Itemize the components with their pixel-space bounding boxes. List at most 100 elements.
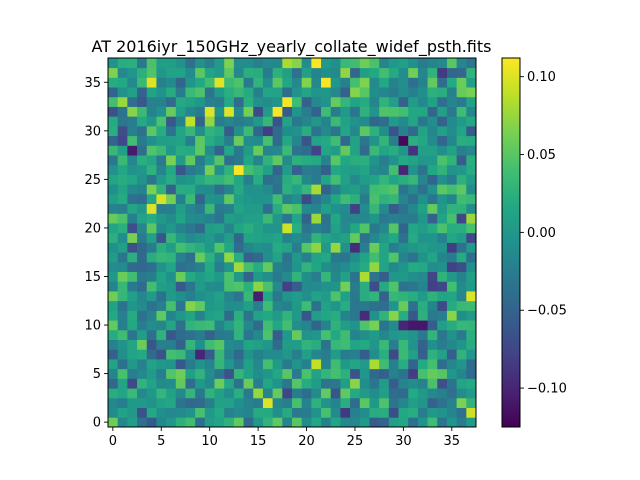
heatmap-cell xyxy=(117,116,128,127)
heatmap-cell xyxy=(359,310,370,321)
y-tick-label: 30 xyxy=(84,124,101,139)
heatmap-cell xyxy=(301,261,312,273)
heatmap-cell xyxy=(185,125,196,137)
heatmap-cell xyxy=(408,359,419,370)
heatmap-cell xyxy=(369,58,380,69)
heatmap-cell xyxy=(175,378,186,389)
heatmap-cell xyxy=(398,349,409,360)
heatmap-cell xyxy=(224,417,235,428)
heatmap-cell xyxy=(137,174,148,185)
heatmap-cell xyxy=(379,261,390,273)
heatmap-cell xyxy=(456,184,467,195)
heatmap-cell xyxy=(127,184,138,195)
heatmap-cell xyxy=(398,252,409,263)
heatmap-cell xyxy=(127,106,138,117)
heatmap-cell xyxy=(359,77,370,88)
heatmap-cell xyxy=(204,213,215,224)
heatmap-cell xyxy=(369,271,380,282)
heatmap-cell xyxy=(166,164,177,175)
heatmap-cell xyxy=(214,329,225,340)
heatmap-cell xyxy=(272,232,283,243)
heatmap-cell xyxy=(398,300,409,311)
heatmap-cell xyxy=(466,388,477,399)
heatmap-cell xyxy=(272,184,283,195)
heatmap-cell xyxy=(321,58,332,69)
heatmap-cell xyxy=(408,125,419,137)
heatmap-cell xyxy=(417,417,428,428)
heatmap-cell xyxy=(272,193,283,205)
heatmap-cell xyxy=(185,193,196,205)
heatmap-cell xyxy=(166,67,177,78)
heatmap-cell xyxy=(437,368,448,379)
heatmap-cell xyxy=(437,242,448,253)
heatmap-cell xyxy=(262,125,274,137)
heatmap-cell xyxy=(330,281,341,292)
heatmap-cell xyxy=(379,213,390,224)
heatmap-cell xyxy=(301,291,312,302)
heatmap-cell xyxy=(388,407,399,418)
heatmap-cell xyxy=(127,271,138,282)
heatmap-cell xyxy=(253,116,264,127)
heatmap-cell xyxy=(108,223,119,234)
heatmap-cell xyxy=(408,145,419,156)
heatmap-cell xyxy=(175,349,186,360)
heatmap-cell xyxy=(340,232,351,243)
heatmap-cell xyxy=(446,125,458,137)
heatmap-cell xyxy=(456,407,467,418)
heatmap-cell xyxy=(243,223,254,234)
heatmap-cell xyxy=(456,368,467,379)
heatmap-cell xyxy=(340,125,351,137)
heatmap-cell xyxy=(437,252,448,263)
heatmap-cell xyxy=(137,193,148,205)
heatmap-cell xyxy=(243,329,254,340)
heatmap-cell xyxy=(262,232,274,243)
heatmap-cell xyxy=(253,106,264,117)
heatmap-cell xyxy=(292,261,303,273)
heatmap-cell xyxy=(350,193,361,205)
heatmap-cell xyxy=(127,339,138,350)
heatmap-cell xyxy=(466,378,477,389)
heatmap-cell xyxy=(340,261,351,273)
heatmap-cell xyxy=(359,174,370,185)
heatmap-cell xyxy=(137,116,148,127)
heatmap-cell xyxy=(272,96,283,107)
heatmap-cell xyxy=(301,232,312,243)
heatmap-cell xyxy=(340,397,351,408)
heatmap-cell xyxy=(253,193,264,205)
heatmap-cell xyxy=(214,232,225,243)
heatmap-cell xyxy=(108,271,119,282)
heatmap-cell xyxy=(195,184,206,195)
heatmap-cell xyxy=(185,184,196,195)
heatmap-cell xyxy=(466,349,477,360)
heatmap-cell xyxy=(301,106,312,117)
heatmap-cell xyxy=(185,368,196,379)
y-tick-label: 0 xyxy=(93,416,101,431)
heatmap-cell xyxy=(301,300,312,311)
heatmap-cell xyxy=(340,203,351,214)
heatmap-cell xyxy=(321,232,332,243)
heatmap-cell xyxy=(224,155,235,166)
heatmap-cell xyxy=(417,77,428,88)
heatmap-cell xyxy=(456,145,467,156)
heatmap-cell xyxy=(146,184,157,195)
heatmap-cell xyxy=(253,300,264,311)
heatmap-cell xyxy=(456,77,467,88)
heatmap-cell xyxy=(350,67,361,78)
heatmap-cell xyxy=(427,213,438,224)
heatmap-cell xyxy=(262,203,274,214)
heatmap-cell xyxy=(272,223,283,234)
heatmap-cell xyxy=(166,87,177,98)
heatmap-cell xyxy=(195,96,206,107)
heatmap-cell xyxy=(108,281,119,292)
heatmap-cell xyxy=(253,164,264,175)
heatmap-cell xyxy=(175,155,186,166)
heatmap-cell xyxy=(272,164,283,175)
heatmap-cell xyxy=(321,106,332,117)
heatmap-cell xyxy=(340,223,351,234)
heatmap-cell xyxy=(292,145,303,156)
colorbar-tick-label: −0.05 xyxy=(527,304,567,319)
heatmap-cell xyxy=(330,155,341,166)
heatmap-cell xyxy=(456,242,467,253)
heatmap-cell xyxy=(388,281,399,292)
heatmap-cell xyxy=(330,349,341,360)
